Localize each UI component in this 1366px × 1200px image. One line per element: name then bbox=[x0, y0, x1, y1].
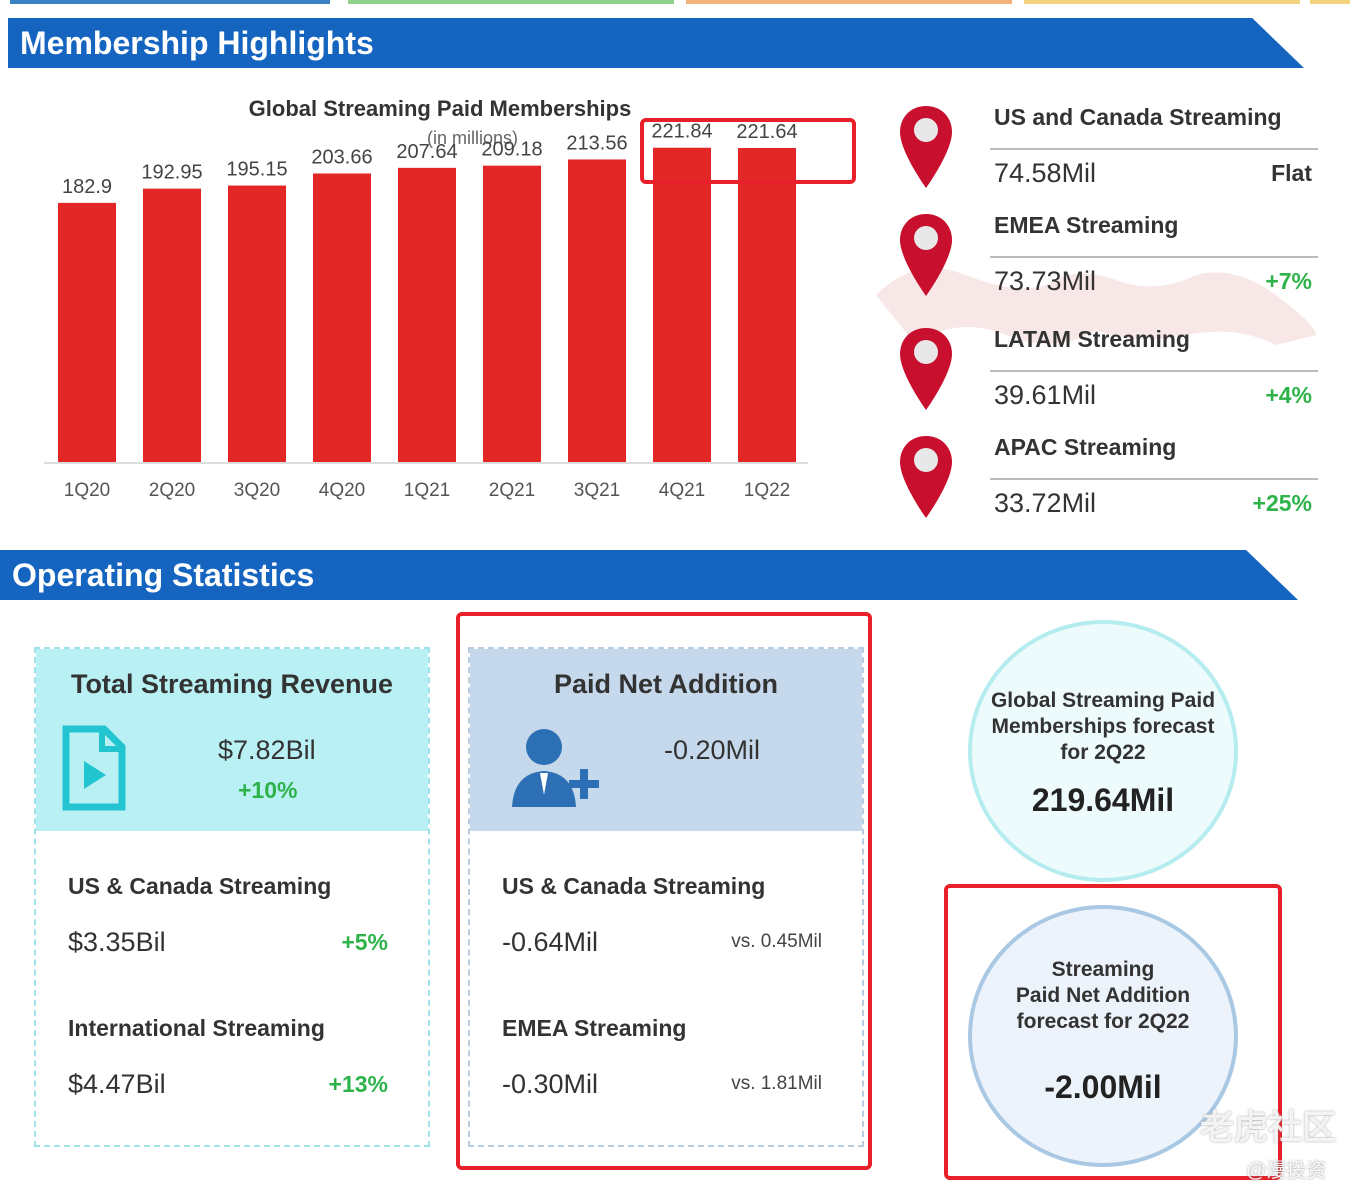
net-add-row-compare: vs. 1.81Mil bbox=[731, 1073, 822, 1094]
highlight-box-forecast bbox=[944, 884, 1282, 1180]
paid-net-addition-card: Paid Net Addition -0.20Mil US & Canada S… bbox=[468, 647, 864, 1147]
operating-statistics-banner: Operating Statistics bbox=[0, 550, 1298, 600]
section-title: Operating Statistics bbox=[12, 557, 315, 593]
forecast-label-line: for 2Q22 bbox=[1060, 741, 1146, 764]
watermark-main: 老虎社区 bbox=[1200, 1109, 1336, 1147]
bar-2Q20 bbox=[143, 188, 201, 462]
forecast-label-line: Global Streaming Paid bbox=[990, 689, 1216, 712]
region-change: Flat bbox=[1271, 160, 1312, 186]
revenue-row-label: US & Canada Streaming bbox=[68, 873, 332, 899]
bar-value-label: 221.64 bbox=[736, 121, 797, 143]
region-value: 74.58Mil bbox=[994, 158, 1097, 188]
revenue-total-change: +10% bbox=[238, 777, 298, 803]
bar-value-label: 207.64 bbox=[396, 141, 457, 163]
x-tick-label: 2Q20 bbox=[149, 480, 195, 501]
location-pin-icon bbox=[900, 106, 952, 188]
region-name: APAC Streaming bbox=[994, 434, 1177, 460]
bar-1Q22 bbox=[738, 148, 796, 462]
location-pin-icon bbox=[900, 214, 952, 296]
region-divider bbox=[990, 256, 1318, 258]
revenue-total-value: $7.82Bil bbox=[218, 735, 316, 765]
card-title: Total Streaming Revenue bbox=[70, 669, 394, 699]
region-divider bbox=[990, 148, 1318, 150]
x-tick-label: 4Q21 bbox=[659, 480, 705, 501]
section-title: Membership Highlights bbox=[20, 25, 374, 61]
total-streaming-revenue-card: Total Streaming Revenue $7.82Bil +10% US… bbox=[34, 647, 430, 1147]
x-tick-label: 1Q20 bbox=[64, 480, 110, 501]
highlight-box-net-addition bbox=[456, 612, 872, 1170]
region-value: 73.73Mil bbox=[994, 266, 1097, 296]
x-tick-label: 1Q21 bbox=[404, 480, 450, 501]
region-value: 39.61Mil bbox=[994, 380, 1097, 410]
x-tick-label: 2Q21 bbox=[489, 480, 535, 501]
region-change: +25% bbox=[1252, 490, 1312, 516]
chart-title: Global Streaming Paid Memberships bbox=[248, 96, 632, 121]
region-change: +4% bbox=[1265, 382, 1312, 408]
region-value: 33.72Mil bbox=[994, 488, 1097, 518]
video-file-icon bbox=[62, 725, 126, 811]
net-add-total-value: -0.20Mil bbox=[664, 735, 761, 765]
bar-value-label: 182.9 bbox=[62, 176, 112, 198]
x-tick-label: 4Q20 bbox=[319, 480, 365, 501]
net-add-row-compare: vs. 0.45Mil bbox=[731, 931, 822, 952]
chart-subtitle: (in millions) bbox=[426, 128, 518, 148]
memberships-bar-chart: 182.9 1Q20 192.95 2Q20 195.15 3Q20 203.66 4Q20 2… bbox=[44, 121, 808, 501]
add-user-icon bbox=[512, 729, 599, 807]
forecast-value: -2.00Mil bbox=[1044, 1069, 1162, 1105]
forecast-label-line: Streaming bbox=[1051, 958, 1155, 981]
net-add-row-label: US & Canada Streaming bbox=[502, 873, 766, 899]
x-tick-label: 1Q22 bbox=[744, 480, 790, 501]
revenue-row-change: +13% bbox=[328, 1071, 388, 1097]
region-name: US and Canada Streaming bbox=[994, 104, 1282, 130]
bar-2Q21 bbox=[483, 165, 541, 462]
bar-1Q21 bbox=[398, 167, 456, 463]
forecast-label-line: Paid Net Addition bbox=[1015, 984, 1191, 1007]
location-pin-icon bbox=[900, 328, 952, 410]
bar-value-label: 213.56 bbox=[566, 132, 627, 154]
forecast-label-line: Memberships forecast bbox=[991, 715, 1215, 738]
watermark-sub: @漫投资 bbox=[1246, 1160, 1327, 1182]
location-pin-icon bbox=[900, 436, 952, 518]
top-color-strip bbox=[0, 0, 1366, 6]
region-change: +7% bbox=[1265, 268, 1312, 294]
net-add-row-value: -0.64Mil bbox=[502, 927, 599, 957]
bar-value-label: 209.18 bbox=[481, 139, 542, 161]
bar-3Q20 bbox=[228, 185, 286, 462]
net-add-row-label: EMEA Streaming bbox=[502, 1015, 687, 1041]
revenue-row-change: +5% bbox=[341, 929, 388, 955]
forecast-value: 219.64Mil bbox=[1031, 782, 1175, 818]
x-tick-label: 3Q21 bbox=[574, 480, 620, 501]
region-divider bbox=[990, 478, 1318, 480]
membership-highlights-banner: Membership Highlights bbox=[8, 18, 1304, 68]
net-add-row-value: -0.30Mil bbox=[502, 1069, 599, 1099]
revenue-row-label: International Streaming bbox=[68, 1015, 325, 1041]
bar-value-label: 195.15 bbox=[226, 159, 287, 181]
bar-value-label: 192.95 bbox=[141, 162, 202, 184]
bar-3Q21 bbox=[568, 159, 626, 462]
x-tick-label: 3Q20 bbox=[234, 480, 280, 501]
bar-value-label: 203.66 bbox=[311, 146, 372, 168]
net-addition-forecast-circle: Streaming Paid Net Addition forecast for… bbox=[968, 905, 1238, 1167]
revenue-row-value: $4.47Bil bbox=[68, 1069, 166, 1099]
bar-1Q20 bbox=[58, 202, 116, 462]
card-title: Paid Net Addition bbox=[554, 669, 778, 699]
forecast-label-line: forecast for 2Q22 bbox=[1016, 1010, 1190, 1033]
world-map-background bbox=[876, 268, 1316, 345]
bar-value-label: 221.84 bbox=[651, 121, 712, 143]
revenue-row-value: $3.35Bil bbox=[68, 927, 166, 957]
region-divider bbox=[990, 370, 1318, 372]
bar-4Q20 bbox=[313, 173, 371, 462]
region-name: LATAM Streaming bbox=[994, 326, 1190, 352]
bar-4Q21 bbox=[653, 147, 711, 462]
memberships-forecast-circle: Global Streaming Paid Memberships foreca… bbox=[968, 620, 1238, 882]
region-name: EMEA Streaming bbox=[994, 212, 1179, 238]
highlight-box-latest-quarters bbox=[640, 118, 856, 184]
